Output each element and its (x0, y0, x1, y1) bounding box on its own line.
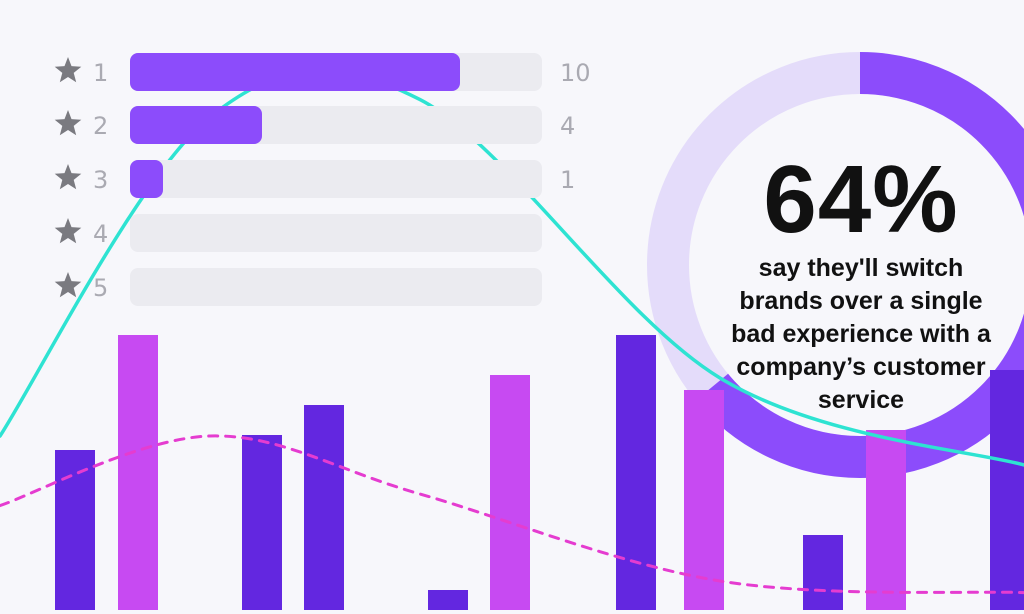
rating-track (130, 214, 542, 252)
bar (304, 405, 344, 610)
stat-callout: 64% say they'll switch brands over a sin… (716, 150, 1006, 417)
rating-count: 1 (560, 166, 575, 194)
bar (616, 335, 656, 610)
rating-track (130, 160, 542, 198)
bar (490, 375, 530, 610)
bar (990, 370, 1024, 610)
stat-caption: say they'll switch brands over a single … (731, 254, 991, 414)
donut-chart (647, 52, 1024, 478)
stat-value: 64% (763, 146, 959, 253)
star-icon (54, 57, 82, 83)
rating-count: 10 (560, 59, 591, 87)
rating-label: 4 (93, 220, 108, 248)
line-chart (0, 68, 1024, 595)
donut-segment (647, 52, 1024, 478)
bar-chart (55, 335, 1024, 610)
star-icon (54, 218, 82, 244)
rating-label: 3 (93, 166, 108, 194)
rating-label: 5 (93, 274, 108, 302)
star-icon (54, 164, 82, 190)
bar (428, 590, 468, 610)
rating-label: 2 (93, 112, 108, 140)
star-icon (54, 110, 82, 136)
rating-label: 1 (93, 59, 108, 87)
rating-count: 4 (560, 112, 575, 140)
solid-trend-line (0, 68, 1024, 467)
rating-fill (130, 106, 262, 144)
star-icon (54, 272, 82, 298)
dashed-trend-line (0, 434, 1024, 595)
rating-track (130, 268, 542, 306)
bar (866, 430, 906, 610)
rating-fill (130, 53, 460, 91)
bar (242, 435, 282, 610)
rating-fill (130, 160, 163, 198)
rating-breakdown: 1 10 2 4 3 1 4 5 (54, 53, 591, 306)
bar (684, 390, 724, 610)
bar (118, 335, 158, 610)
bar (55, 450, 95, 610)
bar (803, 535, 843, 610)
